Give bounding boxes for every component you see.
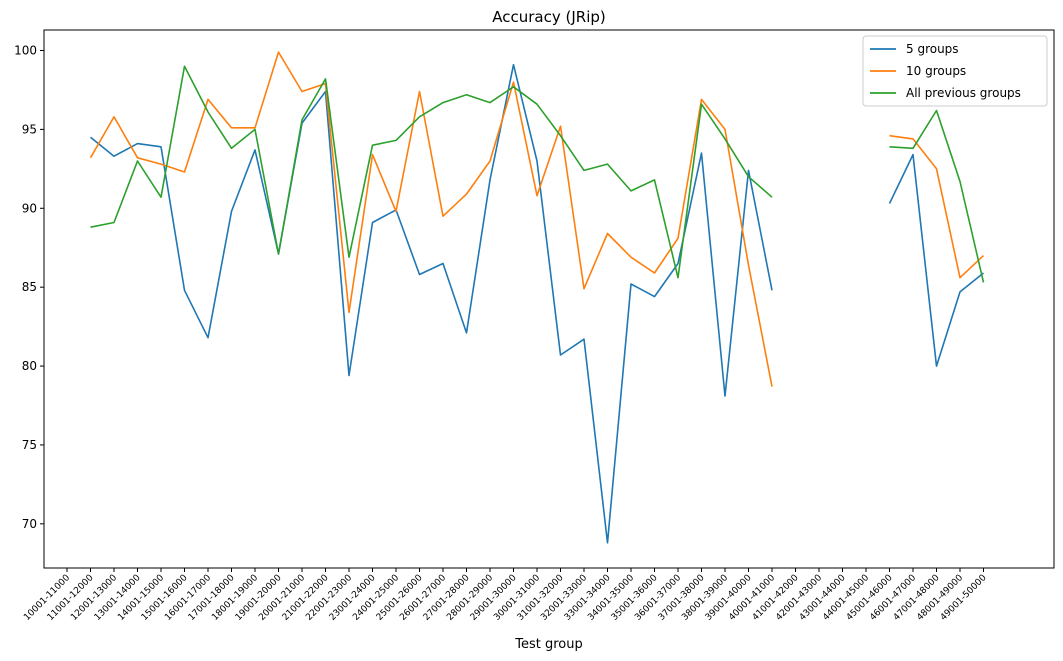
legend: 5 groups 10 groups All previous groups <box>862 35 1048 107</box>
chart-title: Accuracy (JRip) <box>492 8 606 26</box>
legend-label: 5 groups <box>906 42 959 56</box>
series-lines <box>89 51 985 544</box>
y-tick-label: 100 <box>14 44 37 58</box>
series-line-1 <box>89 63 985 544</box>
y-axis: 70 75 80 85 90 95 100 <box>14 44 44 531</box>
series-line-2 <box>89 51 985 387</box>
legend-box <box>862 35 1048 107</box>
series-line-3 <box>90 65 985 283</box>
y-tick-label: 85 <box>22 280 37 294</box>
y-tick-label: 90 <box>22 201 37 215</box>
x-axis-label: Test group <box>514 637 583 652</box>
y-tick-label: 75 <box>22 438 37 452</box>
y-tick-label: 80 <box>22 359 37 373</box>
legend-label: All previous groups <box>906 86 1021 100</box>
legend-label: 10 groups <box>906 64 966 78</box>
plot-area-frame <box>43 29 1055 569</box>
y-tick-label: 95 <box>22 122 37 136</box>
x-axis: 10001-1100011001-1200012001-1300013001-1… <box>22 568 989 623</box>
y-tick-label: 70 <box>22 517 37 531</box>
